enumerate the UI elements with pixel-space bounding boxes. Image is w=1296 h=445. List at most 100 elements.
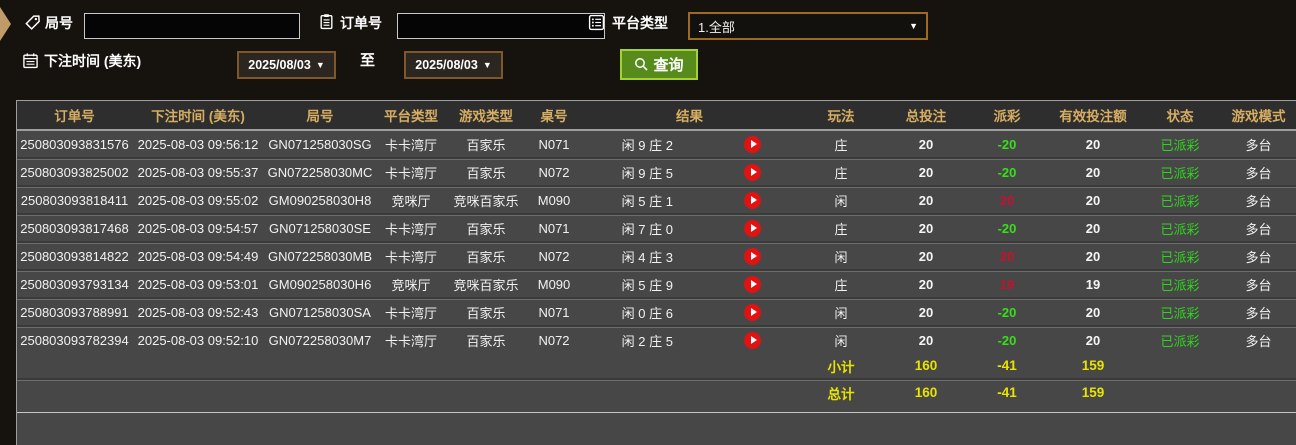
cell-total-bet: 20 xyxy=(918,136,934,152)
cell-game-type: 竞咪百家乐 xyxy=(446,185,526,214)
cell-platform: 卡卡湾厅 xyxy=(376,297,446,326)
column-header-12: 游戏模式 xyxy=(1221,101,1296,131)
subtotal-valid-bet: 159 xyxy=(1081,358,1105,373)
cell-game-mode: 多台 xyxy=(1221,269,1296,298)
platform-type-select[interactable]: 1.全部 ▼ xyxy=(688,12,928,40)
replay-video-icon[interactable] xyxy=(744,135,762,153)
cell-valid-bet: 20 xyxy=(1047,325,1139,353)
grand-total-row: 总计 160 -41 159 xyxy=(17,378,1296,405)
cell-order-id: 250803093782394 xyxy=(17,325,132,353)
cell-bet-time: 2025-08-03 09:54:49 xyxy=(132,241,264,270)
cell-platform: 卡卡湾厅 xyxy=(376,213,446,242)
replay-video-icon[interactable] xyxy=(744,219,762,237)
cell-valid-bet: 20 xyxy=(1047,157,1139,186)
table-row: 250803093817468 2025-08-03 09:54:57 GN07… xyxy=(17,213,1296,242)
search-toolbar: 局号 订单号 平台类型 1.全部 ▼ 下注时间 (美东) 2025/08/03 … xyxy=(0,0,1296,100)
cell-status: 已派彩 xyxy=(1139,185,1221,214)
chevron-down-icon: ▼ xyxy=(482,60,492,70)
list-icon xyxy=(588,14,605,31)
replay-video-icon[interactable] xyxy=(744,275,762,293)
cell-round-id: GN072258030M7 xyxy=(264,325,376,353)
cell-table-no: N072 xyxy=(526,325,582,353)
cell-total-bet: 20 xyxy=(885,241,967,270)
column-header-1: 下注时间 (美东) xyxy=(132,101,264,131)
table-row: 250803093793134 2025-08-03 09:53:01 GM09… xyxy=(17,269,1296,298)
cell-result: 闲 2 庄 5 xyxy=(582,325,797,353)
cell-game-type: 百家乐 xyxy=(446,241,526,270)
tag-icon xyxy=(24,14,41,31)
cell-order-id: 250803093818411 xyxy=(17,185,132,214)
column-header-0: 订单号 xyxy=(17,101,132,131)
cell-round-id: GM090258030H6 xyxy=(264,269,376,298)
cell-status: 已派彩 xyxy=(1139,157,1221,186)
cell-game-mode: 多台 xyxy=(1221,241,1296,270)
cell-total-bet: 20 xyxy=(885,269,967,298)
cell-platform: 卡卡湾厅 xyxy=(384,137,437,153)
to-label: 至 xyxy=(360,52,376,69)
replay-video-icon[interactable] xyxy=(744,163,762,181)
bet-records-table: 订单号 下注时间 (美东) 局号 平台类型 游戏类型 桌号 结果 玩法 总投注 派彩 有效投注额 状态… xyxy=(17,101,1296,405)
cell-play-type: 闲 xyxy=(797,297,885,326)
date-from-select[interactable]: 2025/08/03 ▼ xyxy=(237,51,336,79)
order-number-input[interactable] xyxy=(397,13,605,39)
platform-type-label: 平台类型 xyxy=(612,15,668,31)
cell-round-id: GM090258030H8 xyxy=(264,185,376,214)
table-row: 250803093814822 2025-08-03 09:54:49 GN07… xyxy=(17,241,1296,270)
order-number-label: 订单号 xyxy=(340,15,382,31)
cell-payout: -20 xyxy=(967,157,1047,186)
cell-payout: 20 xyxy=(967,185,1047,214)
round-number-input[interactable] xyxy=(84,13,300,39)
cell-payout: -20 xyxy=(997,136,1017,152)
cell-bet-time: 2025-08-03 09:55:37 xyxy=(132,157,264,186)
cell-game-type: 百家乐 xyxy=(446,213,526,242)
column-header-3: 平台类型 xyxy=(376,101,446,131)
cell-game-mode: 多台 xyxy=(1221,185,1296,214)
cell-valid-bet: 20 xyxy=(1085,136,1101,152)
result-text: 闲 9 庄 5 xyxy=(621,165,673,181)
grand-total-label: 总计 xyxy=(797,378,885,405)
cell-status: 已派彩 xyxy=(1160,137,1200,153)
cell-total-bet: 20 xyxy=(885,325,967,353)
result-text: 闲 0 庄 6 xyxy=(621,305,673,321)
table-row: 250803093782394 2025-08-03 09:52:10 GN07… xyxy=(17,325,1296,353)
cell-play-type: 庄 xyxy=(834,137,848,153)
cell-status: 已派彩 xyxy=(1139,325,1221,353)
cell-payout: -20 xyxy=(967,325,1047,353)
replay-video-icon[interactable] xyxy=(744,331,762,349)
column-header-8: 总投注 xyxy=(885,101,967,131)
panel-collapse-arrow[interactable] xyxy=(0,7,11,41)
replay-video-icon[interactable] xyxy=(744,247,762,265)
table-row: 250803093818411 2025-08-03 09:55:02 GM09… xyxy=(17,185,1296,214)
cell-result: 闲 9 庄 2 xyxy=(582,130,797,158)
column-header-6: 结果 xyxy=(582,101,797,131)
replay-video-icon[interactable] xyxy=(744,191,762,209)
cell-result: 闲 5 庄 1 xyxy=(582,185,797,214)
cell-round-id: GN072258030MB xyxy=(264,241,376,270)
cell-order-id: 250803093793134 xyxy=(17,269,132,298)
date-to-value: 2025/08/03 xyxy=(415,58,478,72)
search-button-label: 查询 xyxy=(653,57,684,74)
column-header-7: 玩法 xyxy=(797,101,885,131)
cell-payout: 19 xyxy=(967,269,1047,298)
search-button[interactable]: 查询 xyxy=(620,49,698,80)
cell-play-type: 庄 xyxy=(797,269,885,298)
date-from-value: 2025/08/03 xyxy=(248,58,311,72)
cell-game-type: 百家乐 xyxy=(446,325,526,353)
panel-divider xyxy=(17,412,1296,413)
cell-bet-time: 2025-08-03 09:54:57 xyxy=(132,213,264,242)
cell-total-bet: 20 xyxy=(885,213,967,242)
table-row: 250803093831576 2025-08-03 09:56:12 GN07… xyxy=(17,130,1296,158)
cell-result: 闲 7 庄 0 xyxy=(582,213,797,242)
bet-time-label: 下注时间 (美东) xyxy=(44,53,142,69)
result-text: 闲 4 庄 3 xyxy=(621,249,673,265)
date-to-select[interactable]: 2025/08/03 ▼ xyxy=(404,51,503,79)
cell-play-type: 闲 xyxy=(797,325,885,353)
calendar-icon xyxy=(22,52,39,69)
cell-payout: 20 xyxy=(967,241,1047,270)
replay-video-icon[interactable] xyxy=(744,303,762,321)
cell-game-type: 竞咪百家乐 xyxy=(446,269,526,298)
cell-table-no: M090 xyxy=(526,185,582,214)
subtotal-payout: -41 xyxy=(997,358,1017,373)
subtotal-label: 小计 xyxy=(827,359,855,375)
